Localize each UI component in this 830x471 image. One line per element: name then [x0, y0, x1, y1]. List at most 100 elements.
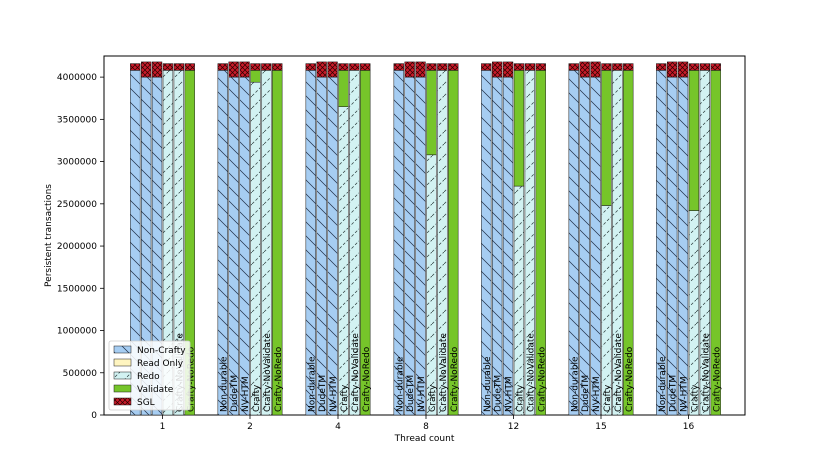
bar-variant-label: Crafty: [340, 384, 350, 412]
bar-segment-edge: [415, 61, 426, 78]
bar-segment-hatch: [184, 63, 195, 71]
bar-segment-hatch: [699, 70, 710, 416]
bar-segment-hatch: [316, 77, 327, 416]
bar-segment-edge: [579, 61, 590, 78]
bar-segment-edge: [316, 61, 327, 78]
bar-variant-label: Crafty-NoRedo: [537, 346, 547, 412]
bar-segment-hatch: [535, 63, 546, 71]
bar-segment-edge: [535, 63, 546, 71]
bar-segment-hatch: [514, 63, 524, 71]
bar-segment-hatch: [601, 205, 612, 415]
bar-variant-label: Crafty-NoRedo: [712, 346, 722, 412]
bar-segment: [426, 70, 437, 155]
legend-swatch-hatch: [114, 372, 131, 379]
bar-segment-hatch: [579, 61, 590, 78]
bar-segment-edge: [404, 61, 415, 78]
bar-variant-label: DudeTM: [494, 375, 504, 412]
legend: Non-Crafty Read Only Redo Validate SGL: [108, 340, 191, 411]
bar-variant-label: Crafty-NoValidate: [701, 333, 711, 412]
bar-segment-hatch: [656, 70, 667, 416]
bar-segment-hatch: [327, 77, 338, 416]
bar-segment-hatch: [448, 63, 459, 71]
bar-segment-edge: [239, 61, 250, 78]
bar-segment-hatch: [261, 63, 272, 71]
bar-segment-edge: [349, 63, 360, 71]
bar-segment-edge: [250, 63, 261, 71]
bar-variant-label: DudeTM: [230, 375, 240, 412]
bar-segment-edge: [710, 63, 721, 71]
bar-segment-edge: [513, 63, 525, 71]
bar-segment-hatch: [415, 77, 426, 416]
bar-segment-edge: [492, 61, 503, 78]
bar-segment: [601, 70, 612, 206]
bar-variant-label: NV-HTM: [680, 376, 690, 412]
bar-segment-edge: [437, 63, 448, 71]
bar-variant-label: Non-durable: [307, 356, 317, 412]
x-tick-label: 15: [595, 422, 606, 432]
bar-segment-hatch: [360, 63, 371, 71]
bar-segment-hatch: [261, 70, 272, 416]
bar-segment-hatch: [173, 63, 184, 71]
y-tick-label: 500000: [63, 369, 98, 379]
bar-segment-hatch: [568, 70, 579, 416]
bar-segment: [623, 70, 634, 416]
bar-segment-edge: [688, 63, 700, 71]
bar-segment-hatch: [152, 77, 162, 416]
x-tick-label: 12: [508, 422, 519, 432]
bar-variant-label: Crafty-NoValidate: [439, 333, 449, 412]
bar-variant-label: Crafty: [603, 384, 613, 412]
legend-label: Redo: [137, 372, 160, 382]
bar-segment-hatch: [667, 61, 678, 78]
bar-segment: [272, 70, 283, 416]
bar-segment-hatch: [130, 63, 141, 71]
y-axis-label: Persistent transactions: [44, 184, 54, 287]
legend-swatch-edge: [113, 397, 132, 406]
bar-segment-edge: [305, 63, 316, 71]
y-tick-label: 2000000: [57, 242, 97, 252]
bar-segment-hatch: [316, 61, 327, 78]
bar-segment-hatch: [437, 63, 448, 71]
bar-variant-label: DudeTM: [581, 375, 591, 412]
bar-variant-label: Non-durable: [658, 356, 668, 412]
y-axis: 0 500000 1000000 1500000 2000000 2500000 30000…: [57, 73, 104, 421]
bar-segment-hatch: [163, 63, 173, 71]
bar-segment-edge: [601, 63, 612, 71]
bar-variant-label: Non-durable: [219, 356, 229, 412]
legend-label: SGL: [137, 398, 155, 408]
bar-segment-hatch: [524, 70, 535, 416]
bar-segment-edge: [360, 63, 371, 71]
bar-variant-label: DudeTM: [669, 375, 679, 412]
bar-variant-label: Crafty: [252, 384, 262, 412]
bar-segment-hatch: [141, 61, 152, 78]
y-tick-label: 1000000: [57, 327, 97, 337]
bar-segment-hatch: [481, 70, 492, 416]
bar-segment-hatch: [612, 70, 623, 416]
bar-segment-hatch: [393, 63, 404, 71]
y-tick-label: 1500000: [57, 284, 97, 294]
legend-swatch: [114, 359, 131, 366]
x-tick-label: 1: [160, 422, 166, 432]
bar-variant-label: Crafty-NoValidate: [263, 333, 273, 412]
bar-segment-edge: [393, 63, 404, 71]
bar-segment-edge: [524, 63, 536, 71]
bar-variant-label: Crafty-NoRedo: [274, 346, 284, 412]
bar-segment-hatch: [217, 70, 228, 416]
bar-segment-hatch: [579, 77, 590, 416]
bar-segment-edge: [568, 63, 579, 71]
bar-segment-hatch: [656, 63, 667, 71]
legend-swatch: [114, 385, 131, 392]
bar-segment-hatch: [173, 70, 184, 416]
bar-segment: [338, 70, 349, 107]
bars-layer: [130, 61, 721, 416]
bar-variant-label: DudeTM: [318, 375, 328, 412]
y-tick-label: 3000000: [57, 158, 97, 168]
bar-variant-label: NV-HTM: [505, 376, 515, 412]
bar-variant-label: Crafty-NoRedo: [186, 346, 196, 412]
bar-segment-hatch: [141, 77, 152, 416]
bar-segment-hatch: [228, 61, 239, 78]
bar-variant-label: Crafty-NoValidate: [351, 333, 361, 412]
x-tick-label: 16: [683, 422, 695, 432]
bar-segment-hatch: [250, 63, 261, 71]
bar-segment-hatch: [514, 186, 524, 415]
